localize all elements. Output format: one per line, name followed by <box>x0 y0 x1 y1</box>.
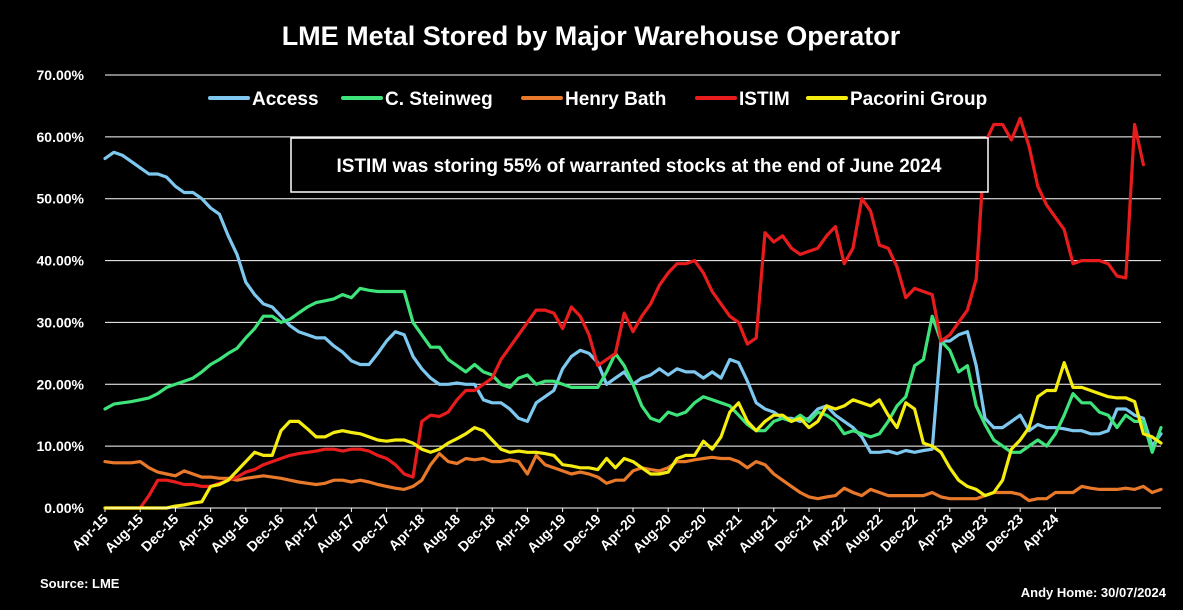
y-tick-label: 60.00% <box>37 129 85 145</box>
series-lines <box>103 116 1163 510</box>
y-tick-label: 30.00% <box>37 314 85 330</box>
annotation-box: ISTIM was storing 55% of warranted stock… <box>290 137 989 193</box>
legend: Access C. Steinweg Henry Bath ISTIM Pacorini… <box>208 89 987 110</box>
legend-label-c-steinweg: C. Steinweg <box>385 89 493 110</box>
y-tick-label: 0.00% <box>44 500 84 516</box>
y-tick-label: 10.00% <box>37 438 85 454</box>
y-tick-label: 50.00% <box>37 191 85 207</box>
series-line-pacorini-group <box>103 361 1163 510</box>
credit-label: Andy Home: 30/07/2024 <box>1021 585 1167 600</box>
annotation-text: ISTIM was storing 55% of warranted stock… <box>337 156 942 177</box>
legend-label-istim: ISTIM <box>739 89 790 110</box>
y-axis-tick-labels: 0.00% 10.00% 20.00% 30.00% 40.00% 50.00% 60.00… <box>37 67 85 516</box>
chart-title: LME Metal Stored by Major Warehouse Oper… <box>282 21 901 51</box>
legend-label-pacorini-group: Pacorini Group <box>850 89 987 110</box>
source-label: Source: LME <box>40 576 120 591</box>
annotation-frame <box>290 137 989 193</box>
y-tick-label: 70.00% <box>37 67 85 83</box>
legend-label-access: Access <box>252 89 319 110</box>
legend-label-henry-bath: Henry Bath <box>565 89 666 110</box>
series-line-istim <box>103 116 1146 510</box>
series-line-c-steinweg <box>103 286 1163 454</box>
y-tick-label: 40.00% <box>37 253 85 269</box>
y-tick-label: 20.00% <box>37 376 85 392</box>
